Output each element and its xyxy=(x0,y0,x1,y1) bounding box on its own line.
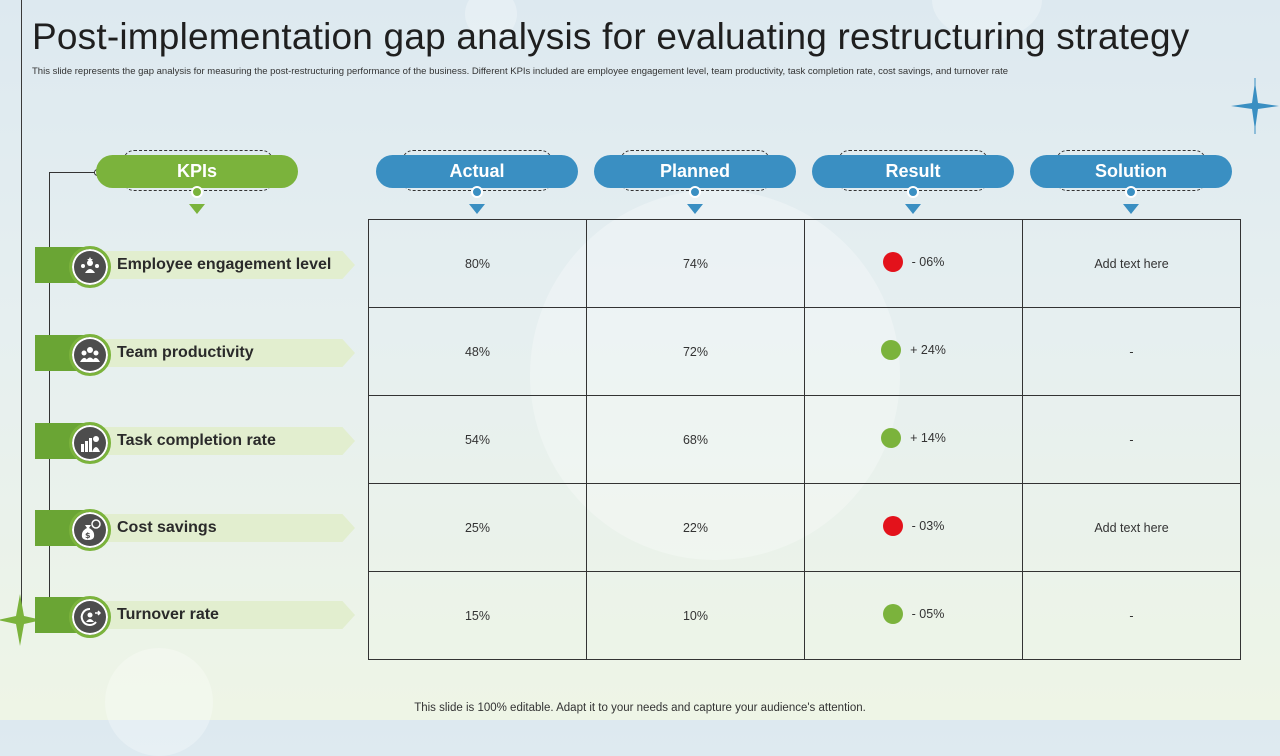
result-cell: - 03% xyxy=(804,483,1023,572)
kpi-label: Task completion rate xyxy=(117,432,276,449)
kpi-label: Turnover rate xyxy=(117,606,219,623)
table-row: 54% 68% + 14% - xyxy=(368,395,1241,484)
actual-header-arrow xyxy=(469,204,485,214)
planned-header: Planned xyxy=(594,155,796,188)
task-completion-icon xyxy=(69,422,111,464)
result-value: + 14% xyxy=(910,431,946,445)
svg-text:$: $ xyxy=(85,531,91,540)
actual-header: Actual xyxy=(376,155,578,188)
blue-star-icon xyxy=(1231,78,1279,134)
gap-analysis-table: 80% 74% - 06% Add text here 48% 72% + 24… xyxy=(368,219,1241,660)
kpi-label: Cost savings xyxy=(117,519,217,536)
actual-header-dot xyxy=(471,186,483,198)
kpis-header: KPIs xyxy=(96,155,298,188)
money-bag-icon: $ xyxy=(69,509,111,551)
planned-header-arrow xyxy=(687,204,703,214)
actual-cell: 48% xyxy=(368,307,587,396)
planned-cell: 22% xyxy=(586,483,805,572)
team-icon xyxy=(69,334,111,376)
result-value: - 03% xyxy=(911,519,945,533)
solution-cell: Add text here xyxy=(1022,219,1241,308)
background-circle-top xyxy=(465,0,517,40)
page-title: Post-implementation gap analysis for eva… xyxy=(32,16,1190,57)
planned-cell: 74% xyxy=(586,219,805,308)
result-value: - 06% xyxy=(911,255,945,269)
status-dot xyxy=(881,340,902,360)
actual-cell: 80% xyxy=(368,219,587,308)
table-row: 48% 72% + 24% - xyxy=(368,307,1241,396)
solution-cell: - xyxy=(1022,571,1241,660)
result-value: + 24% xyxy=(910,343,946,357)
solution-header-dot xyxy=(1125,186,1137,198)
left-vertical-line xyxy=(21,0,22,630)
kpi-label: Team productivity xyxy=(117,344,254,361)
planned-cell: 68% xyxy=(586,395,805,484)
result-cell: + 24% xyxy=(804,307,1023,396)
kpi-label: Employee engagement level xyxy=(117,256,332,273)
kpi-label-bg: Turnover rate xyxy=(103,601,355,629)
green-star-icon xyxy=(0,594,42,646)
kpi-label-bg: Employee engagement level xyxy=(103,251,355,279)
result-header-dot xyxy=(907,186,919,198)
planned-cell: 10% xyxy=(586,571,805,660)
kpi-connector-horizontal xyxy=(49,172,97,173)
result-cell: - 06% xyxy=(804,219,1023,308)
planned-cell: 72% xyxy=(586,307,805,396)
kpi-label-bg: Team productivity xyxy=(103,339,355,367)
planned-header-dot xyxy=(689,186,701,198)
result-value: - 05% xyxy=(911,607,945,621)
result-header-arrow xyxy=(905,204,921,214)
kpis-header-arrow xyxy=(189,204,205,214)
actual-cell: 15% xyxy=(368,571,587,660)
actual-cell: 25% xyxy=(368,483,587,572)
kpis-header-dot xyxy=(191,186,203,198)
solution-cell: - xyxy=(1022,307,1241,396)
kpi-label-bg: Cost savings xyxy=(103,514,355,542)
status-dot xyxy=(881,428,902,448)
kpi-label-bg: Task completion rate xyxy=(103,427,355,455)
solution-header: Solution xyxy=(1030,155,1232,188)
result-cell: + 14% xyxy=(804,395,1023,484)
engagement-icon xyxy=(69,246,111,288)
table-row: 15% 10% - 05% - xyxy=(368,571,1241,660)
page-subtitle: This slide represents the gap analysis f… xyxy=(32,66,1009,77)
actual-cell: 54% xyxy=(368,395,587,484)
solution-header-arrow xyxy=(1123,204,1139,214)
status-dot xyxy=(882,604,903,624)
result-cell: - 05% xyxy=(804,571,1023,660)
table-row: 80% 74% - 06% Add text here xyxy=(368,219,1241,308)
solution-cell: Add text here xyxy=(1022,483,1241,572)
turnover-icon xyxy=(69,596,111,638)
status-dot xyxy=(882,516,903,536)
result-header: Result xyxy=(812,155,1014,188)
footer-note: This slide is 100% editable. Adapt it to… xyxy=(414,702,866,714)
kpi-connector-vertical xyxy=(49,172,50,612)
table-row: 25% 22% - 03% Add text here xyxy=(368,483,1241,572)
solution-cell: - xyxy=(1022,395,1241,484)
status-dot xyxy=(882,252,903,272)
